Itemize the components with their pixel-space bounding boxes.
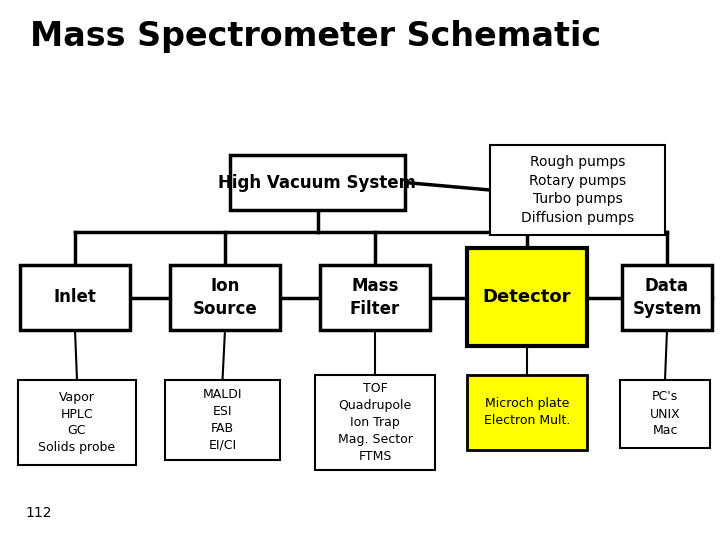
FancyBboxPatch shape [170,265,280,330]
Text: Detector: Detector [482,288,571,306]
Text: Data
System: Data System [632,276,702,318]
FancyBboxPatch shape [467,248,587,346]
FancyBboxPatch shape [18,380,136,465]
Text: MALDI
ESI
FAB
EI/CI: MALDI ESI FAB EI/CI [203,388,242,452]
FancyBboxPatch shape [315,375,435,470]
Text: Rough pumps
Rotary pumps
Turbo pumps
Diffusion pumps: Rough pumps Rotary pumps Turbo pumps Dif… [521,156,634,225]
Text: Mass Spectrometer Schematic: Mass Spectrometer Schematic [30,20,601,53]
FancyBboxPatch shape [622,265,712,330]
Text: Ion
Source: Ion Source [193,276,257,318]
FancyBboxPatch shape [467,375,587,450]
FancyBboxPatch shape [230,155,405,210]
FancyBboxPatch shape [20,265,130,330]
Text: PC's
UNIX
Mac: PC's UNIX Mac [649,390,680,437]
Text: High Vacuum System: High Vacuum System [218,173,416,192]
Text: Vapor
HPLC
GC
Solids probe: Vapor HPLC GC Solids probe [38,390,116,455]
Text: 112: 112 [25,506,52,520]
Text: TOF
Quadrupole
Ion Trap
Mag. Sector
FTMS: TOF Quadrupole Ion Trap Mag. Sector FTMS [338,382,413,463]
FancyBboxPatch shape [620,380,710,448]
Text: Microch plate
Electron Mult.: Microch plate Electron Mult. [484,397,570,428]
Text: Mass
Filter: Mass Filter [350,276,400,318]
FancyBboxPatch shape [165,380,280,460]
FancyBboxPatch shape [320,265,430,330]
FancyBboxPatch shape [490,145,665,235]
Text: Inlet: Inlet [53,288,96,307]
